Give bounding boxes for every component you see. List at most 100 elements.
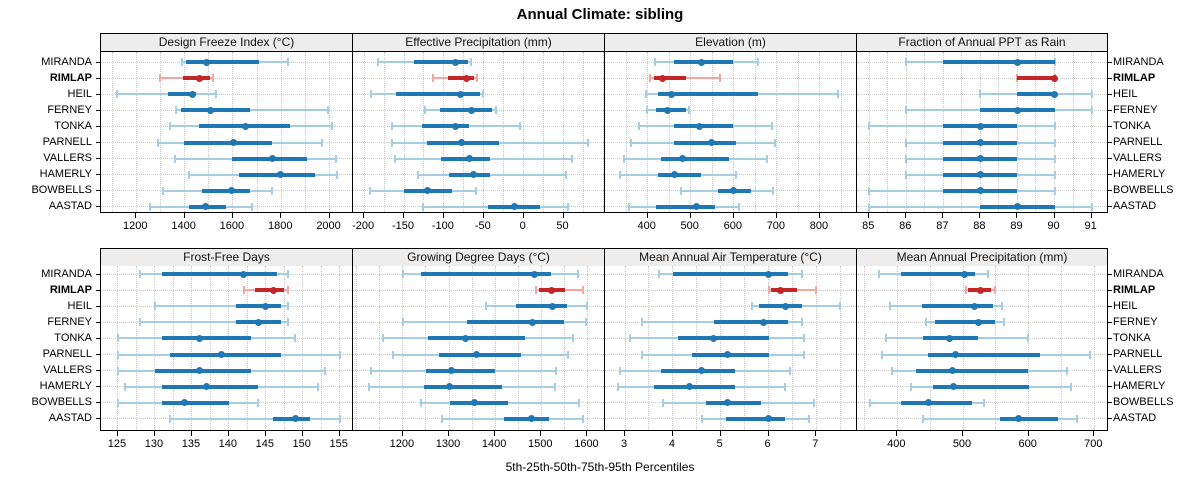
row-tick xyxy=(1108,61,1112,63)
axis-tick-label: 140 xyxy=(218,438,238,450)
cap-5th xyxy=(392,350,395,359)
range-5-95 xyxy=(175,109,328,112)
panel-header-elevation: Elevation (m) xyxy=(604,33,856,52)
gridline xyxy=(448,266,450,430)
axis-tick-label: 3 xyxy=(621,438,628,450)
median-dot xyxy=(189,90,197,98)
gridline xyxy=(857,77,1107,79)
axis-tick-label: 150 xyxy=(292,438,311,450)
station-label: PARNELL xyxy=(1113,136,1163,148)
range-25-75 xyxy=(273,416,311,421)
median-dot xyxy=(469,171,477,179)
axis-tick xyxy=(896,431,898,436)
station-label: FERNEY xyxy=(1113,103,1158,116)
axis-tick xyxy=(328,213,330,218)
axis-tick-label: 5 xyxy=(716,438,723,450)
station-label: RIMLAP xyxy=(1113,283,1156,296)
station-label: TONKA xyxy=(1113,331,1151,344)
row-tick xyxy=(96,77,100,79)
gridline xyxy=(353,289,604,291)
gridline xyxy=(353,305,604,307)
gridline xyxy=(280,52,282,212)
axis-tick xyxy=(183,213,185,218)
range-25-75 xyxy=(167,92,197,97)
station-label: TONKA xyxy=(1113,119,1151,132)
station-label: MIRANDA xyxy=(41,55,92,68)
gridline xyxy=(172,266,174,430)
station-label: HEIL xyxy=(1113,299,1138,312)
axis-tick xyxy=(494,431,496,436)
cap-95th xyxy=(986,270,989,278)
axis-tick-label: -200 xyxy=(352,220,375,232)
range-25-75 xyxy=(154,368,251,373)
median-dot xyxy=(195,367,203,375)
row-tick xyxy=(1108,190,1112,192)
axis-tick xyxy=(401,431,403,436)
axis-tick xyxy=(1090,213,1092,218)
axis-tick-label: 4 xyxy=(668,438,675,450)
cap-95th xyxy=(323,366,326,375)
axis-tick-label: -50 xyxy=(474,220,491,232)
axis-tick-label: 1500 xyxy=(528,438,553,450)
axis-tick xyxy=(338,431,340,436)
cap-95th xyxy=(784,382,787,391)
cap-95th xyxy=(803,334,806,343)
median-dot xyxy=(974,318,982,326)
cap-95th xyxy=(555,366,558,375)
cap-95th xyxy=(577,398,580,407)
cap-95th xyxy=(765,154,768,163)
axis-tick xyxy=(979,213,981,218)
station-label: PARNELL xyxy=(1113,348,1163,360)
cap-5th xyxy=(868,122,871,131)
panel-title: Frost-Free Days xyxy=(183,250,270,264)
cap-5th xyxy=(640,350,643,359)
axis-tick xyxy=(153,431,155,436)
axis-tick xyxy=(264,431,266,436)
row-tick xyxy=(1108,273,1112,275)
range-25-75 xyxy=(467,320,565,325)
cap-95th xyxy=(335,154,338,163)
median-dot xyxy=(760,318,768,326)
row-tick xyxy=(1108,289,1112,291)
median-dot xyxy=(445,383,453,391)
station-label: VALLERS xyxy=(1113,364,1162,377)
row-tick xyxy=(96,386,100,388)
median-dot xyxy=(946,334,954,342)
gridline xyxy=(791,266,793,430)
cap-5th xyxy=(368,186,371,195)
gridline xyxy=(1028,266,1030,430)
cap-95th xyxy=(1089,350,1092,359)
range-25-75 xyxy=(674,124,733,129)
median-dot xyxy=(269,286,277,294)
row-tick xyxy=(96,273,100,275)
row-tick xyxy=(96,190,100,192)
gridline xyxy=(1016,52,1018,212)
median-dot xyxy=(1051,90,1059,98)
median-dot xyxy=(698,58,706,66)
cap-95th xyxy=(756,58,759,66)
gridline xyxy=(208,52,210,212)
gridline xyxy=(776,52,778,212)
median-dot xyxy=(268,155,276,163)
cap-5th xyxy=(369,90,372,99)
axis-tick-label: 500 xyxy=(680,220,699,232)
axis-tick-label: 1400 xyxy=(481,438,507,450)
gridline xyxy=(403,52,405,212)
cap-5th xyxy=(640,318,643,327)
cap-95th xyxy=(566,350,569,359)
median-dot xyxy=(527,415,535,423)
cap-5th xyxy=(139,270,142,278)
station-label: HAMERLY xyxy=(1113,168,1166,181)
cap-95th xyxy=(839,302,842,311)
row-tick xyxy=(1108,354,1112,355)
row-tick xyxy=(1108,370,1112,372)
gridline xyxy=(265,266,267,430)
gridline xyxy=(1035,52,1037,212)
median-dot xyxy=(1013,106,1021,114)
axis-tick-label: 91 xyxy=(1084,220,1097,232)
cap-95th xyxy=(719,74,721,83)
row-tick xyxy=(1108,158,1112,160)
station-label: HAMERLY xyxy=(39,168,92,181)
axis-tick-label: 800 xyxy=(809,220,829,232)
cap-5th xyxy=(115,90,118,99)
